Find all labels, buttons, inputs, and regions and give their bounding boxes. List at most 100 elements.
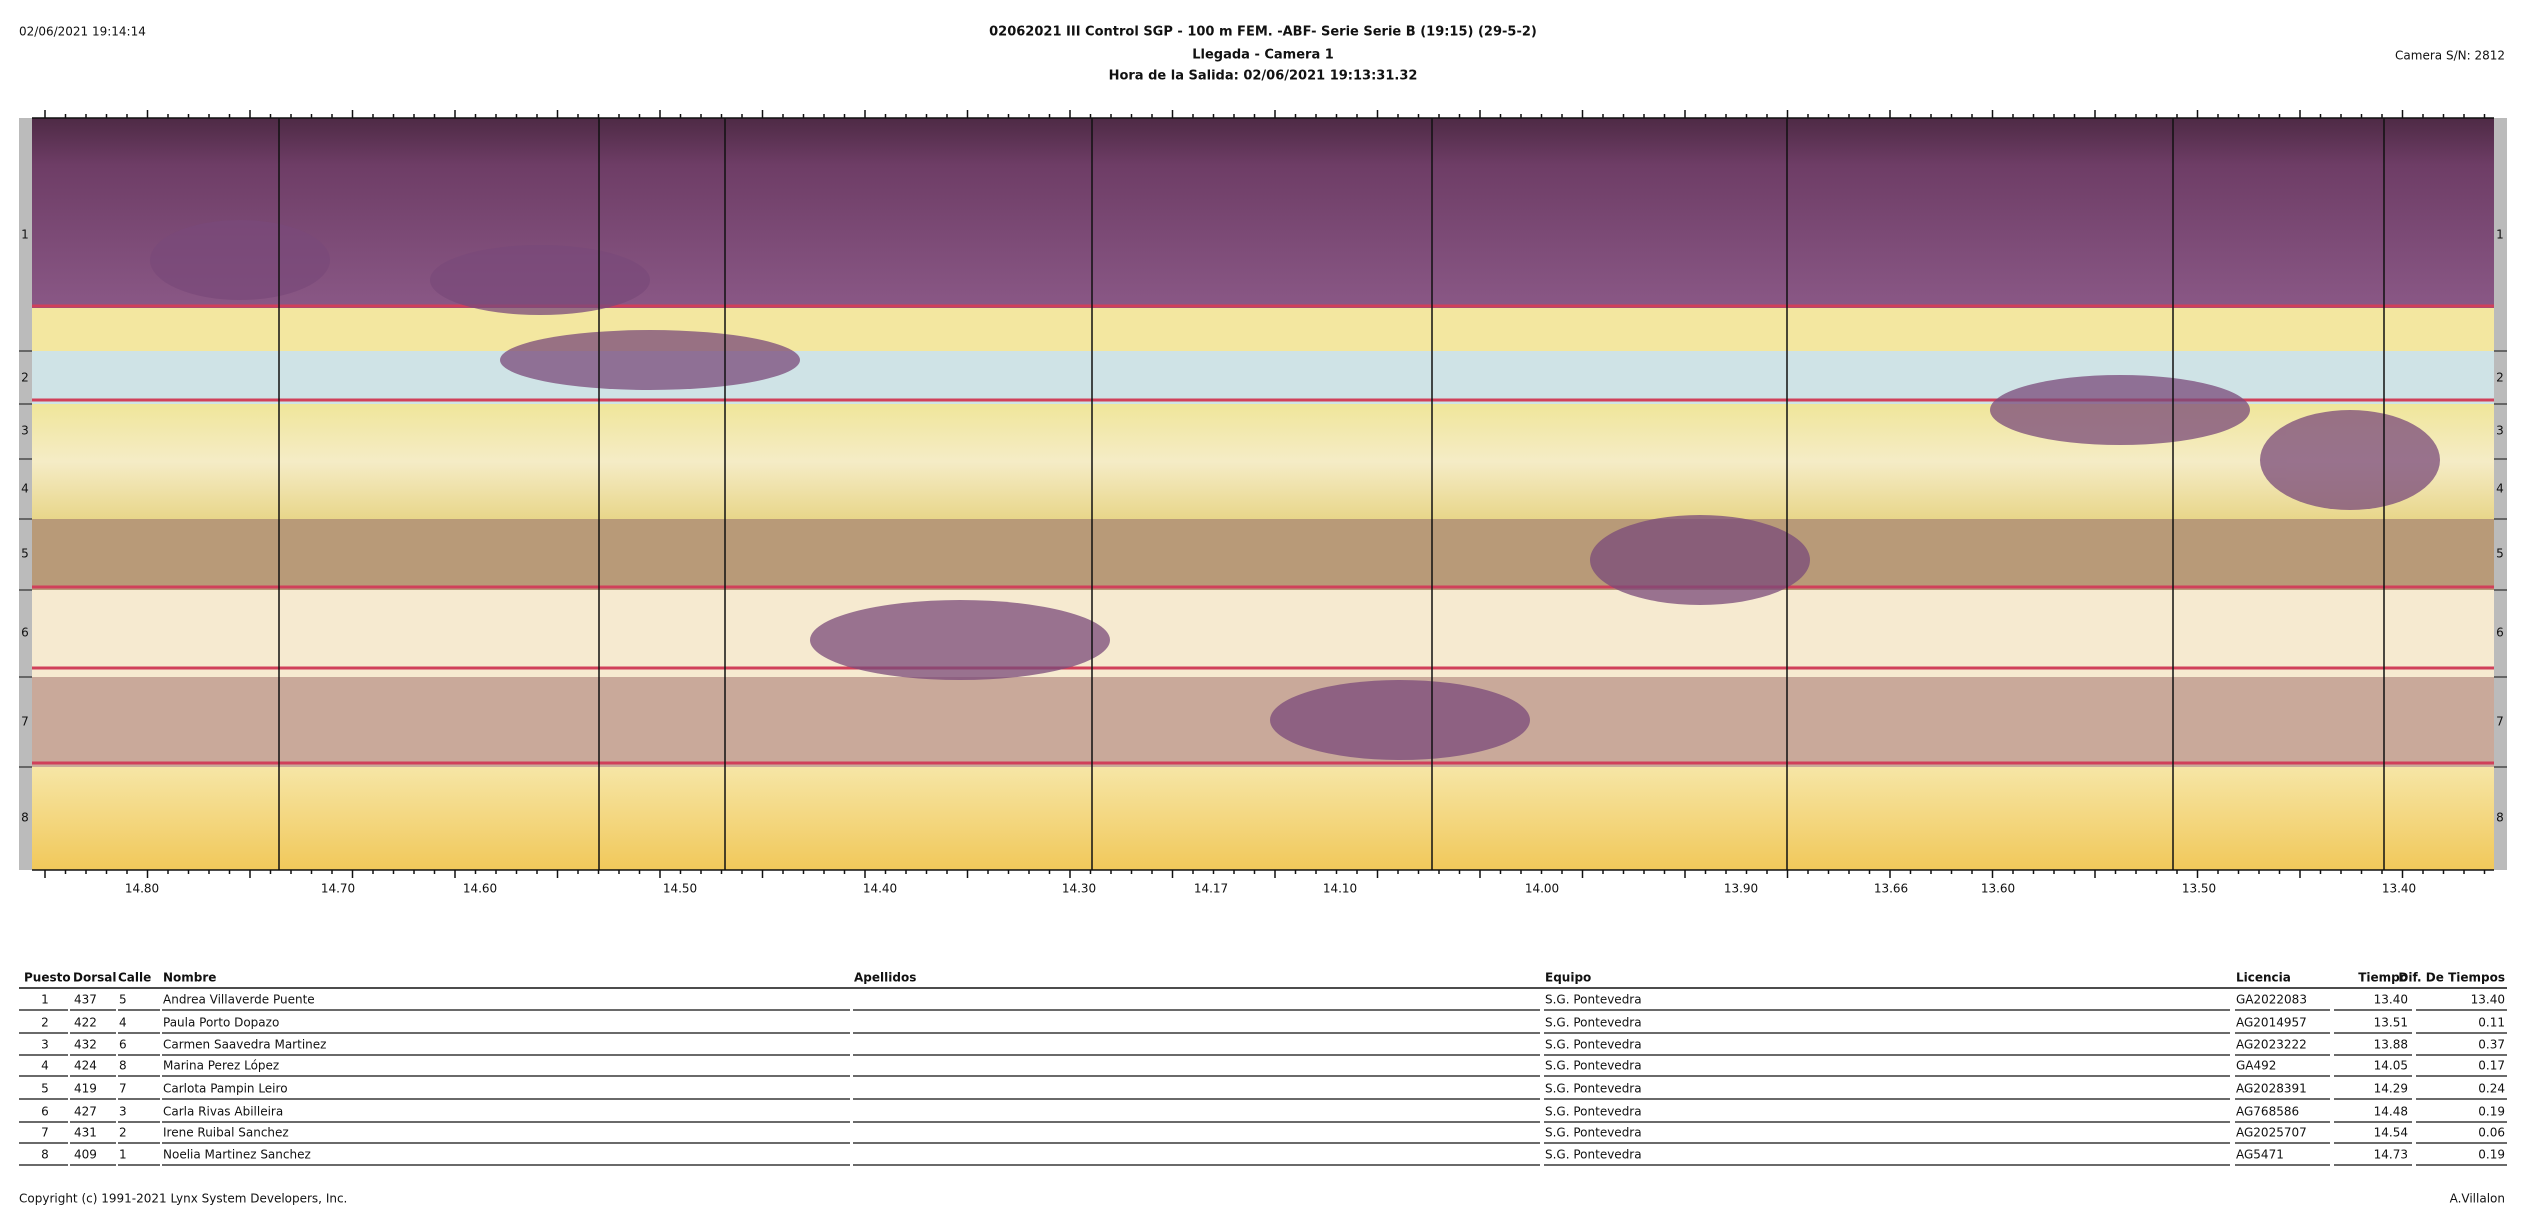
cell: Paula Porto Dopazo	[163, 1016, 279, 1030]
cell: 14.05	[2374, 1059, 2408, 1073]
cell: S.G. Pontevedra	[1545, 1038, 1642, 1052]
cell: AG2023222	[2236, 1038, 2307, 1052]
cell: 3	[119, 1105, 127, 1119]
column-header: Dorsal	[73, 971, 116, 985]
cell: AG5471	[2236, 1148, 2284, 1162]
cell: Irene Ruibal Sanchez	[163, 1126, 289, 1140]
cell: 0.19	[2478, 1148, 2505, 1162]
time-lines	[278, 118, 2385, 870]
time-label: 14.30	[1062, 882, 1096, 896]
cell: 6	[119, 1038, 127, 1052]
cell: 1	[41, 993, 49, 1007]
runners	[150, 220, 2440, 760]
lane-label: 5	[2496, 547, 2504, 561]
cell: 409	[74, 1148, 97, 1162]
cell: Andrea Villaverde Puente	[163, 993, 315, 1007]
camera: Camera S/N: 2812	[2395, 49, 2505, 63]
photo-band	[32, 519, 2494, 590]
photo-band	[32, 308, 2494, 351]
column-header: Dif. De Tiempos	[2398, 971, 2505, 985]
lane-labels: 1 1 2 2 3 3 4 4 5 5 6 6 7 7 8 8	[19, 228, 2507, 825]
lane-label: 4	[2496, 482, 2504, 496]
cell: 1	[119, 1148, 127, 1162]
cell: 432	[74, 1038, 97, 1052]
time-labels: 14.80 14.70 14.60 14.50 14.40 14.30 14.17 14.10…	[125, 882, 2416, 896]
cell: S.G. Pontevedra	[1545, 1148, 1642, 1162]
cell: AG768586	[2236, 1105, 2299, 1119]
subtitle: Llegada - Camera 1	[1192, 48, 1334, 63]
timestamp: 02/06/2021 19:14:14	[19, 25, 146, 39]
column-header: Tiempo	[2358, 971, 2408, 985]
cell: 427	[74, 1105, 97, 1119]
time-label: 14.80	[125, 882, 159, 896]
cell: 14.54	[2374, 1126, 2408, 1140]
lane-label: 4	[21, 482, 29, 496]
cell: AG2025707	[2236, 1126, 2307, 1140]
start-time: Hora de la Salida: 02/06/2021 19:13:31.3…	[1109, 69, 1418, 84]
cell: 14.29	[2374, 1082, 2408, 1096]
cell: 419	[74, 1082, 97, 1096]
cell: 8	[41, 1148, 49, 1162]
cell: 5	[41, 1082, 49, 1096]
lane-label: 6	[2496, 626, 2504, 640]
column-header: Licencia	[2236, 971, 2291, 985]
cell: 424	[74, 1059, 97, 1073]
time-label: 14.10	[1323, 882, 1357, 896]
cell: 0.37	[2478, 1038, 2505, 1052]
photo-finish: 1 12 23 34 45 56 67 78 8 14.80 14.70 14.60 14.50 14.…	[19, 110, 2507, 896]
cell: Carla Rivas Abilleira	[163, 1105, 283, 1119]
cell: 14.48	[2374, 1105, 2408, 1119]
photo-band	[32, 118, 2494, 308]
column-header: Apellidos	[854, 971, 916, 985]
time-label: 13.66	[1874, 882, 1908, 896]
lane-label: 3	[2496, 424, 2504, 438]
lane-label: 2	[21, 371, 29, 385]
cell: 0.06	[2478, 1126, 2505, 1140]
column-header: Calle	[118, 971, 151, 985]
lane-label: 3	[21, 424, 29, 438]
lane-label: 7	[21, 715, 29, 729]
cell: GA492	[2236, 1059, 2276, 1073]
time-label: 14.60	[463, 882, 497, 896]
lane-label: 8	[21, 811, 29, 825]
column-header: Puesto	[24, 971, 71, 985]
cell: Carmen Saavedra Martinez	[163, 1038, 326, 1052]
cell: 3	[41, 1038, 49, 1052]
cell: S.G. Pontevedra	[1545, 1059, 1642, 1073]
time-label: 14.17	[1194, 882, 1228, 896]
cell: 6	[41, 1105, 49, 1119]
cell: AG2014957	[2236, 1016, 2307, 1030]
cell: 13.88	[2374, 1038, 2408, 1052]
lane-label: 2	[2496, 371, 2504, 385]
time-ruler	[32, 110, 2494, 878]
cell: AG2028391	[2236, 1082, 2307, 1096]
photo-band	[32, 590, 2494, 677]
cell: Carlota Pampin Leiro	[163, 1082, 288, 1096]
cell: 0.17	[2478, 1059, 2505, 1073]
cell: S.G. Pontevedra	[1545, 1105, 1642, 1119]
photo-band	[32, 677, 2494, 767]
title: 02062021 III Control SGP - 100 m FEM. -A…	[989, 25, 1537, 40]
lane-label: 1	[21, 228, 29, 242]
cell: 431	[74, 1126, 97, 1140]
cell: Noelia Martinez Sanchez	[163, 1148, 311, 1162]
time-label: 14.40	[863, 882, 897, 896]
cell: 8	[119, 1059, 127, 1073]
cell: GA2022083	[2236, 993, 2307, 1007]
cell: 7	[119, 1082, 127, 1096]
cell: 0.19	[2478, 1105, 2505, 1119]
cell: Marina Perez López	[163, 1059, 279, 1073]
lane-label: 1	[2496, 228, 2504, 242]
cell: 422	[74, 1016, 97, 1030]
copyright: Copyright (c) 1991-2021 Lynx System Deve…	[19, 1192, 347, 1206]
column-header: Nombre	[163, 971, 216, 985]
cell: 4	[119, 1016, 127, 1030]
cell: 13.40	[2471, 993, 2505, 1007]
cell: S.G. Pontevedra	[1545, 1126, 1642, 1140]
time-label: 14.70	[321, 882, 355, 896]
cell: 2	[41, 1016, 49, 1030]
lane-label: 7	[2496, 715, 2504, 729]
lane-label: 5	[21, 547, 29, 561]
photo-band	[32, 767, 2494, 870]
